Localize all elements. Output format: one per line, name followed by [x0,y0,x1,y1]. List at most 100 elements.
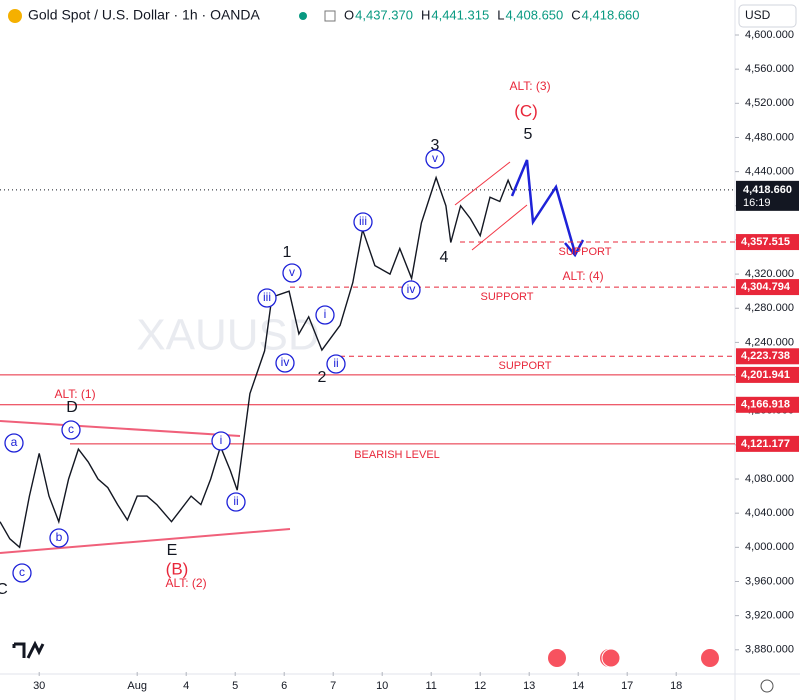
level-tag [736,234,799,251]
ohlc-key: H [421,7,430,22]
level-tag [736,348,799,365]
wave-label: i [324,307,327,321]
channel-line [471,204,528,251]
ohlc-key: O [344,7,354,22]
ohlc-value: 4,408.650 [505,7,563,22]
level-tag [736,435,799,452]
y-tick-label: 4,240.000 [745,336,794,348]
wave-label: (B) [166,559,189,578]
triangle-line [0,420,241,437]
wave-label: i [220,433,223,447]
wave-label: c [19,565,25,579]
wave-label: v [289,265,295,279]
wave-circle [275,353,295,373]
watermark: XAUUSD [136,311,319,360]
wave-circle [257,288,277,308]
ohlc-key: C [571,7,580,22]
wave-circle [211,431,231,451]
wave-label: C [0,581,8,598]
last-price-tag [736,180,799,211]
level-label: 4,304.794 [741,281,791,293]
wave-label: v [432,151,438,165]
event-icon[interactable] [701,649,719,667]
x-tick-label: 4 [183,680,189,692]
x-tick-label: 6 [281,680,287,692]
icon[interactable] [324,10,336,22]
x-tick-label: 12 [474,680,486,692]
chart-title: Gold Spot / U.S. Dollar · 1h · OANDA [28,7,261,23]
level-tag [736,279,799,296]
wave-label: 3 [431,137,440,154]
x-tick-label: 14 [572,680,584,692]
projection-path [510,159,577,254]
y-tick-label: 3,880.000 [745,644,794,656]
y-tick-label: 4,480.000 [745,131,794,143]
wave-label: iv [281,355,290,369]
y-tick-label: 4,040.000 [745,507,794,519]
wave-label: ALT: (1) [54,387,95,401]
wave-label: 4 [440,249,449,266]
wave-label: E [167,542,178,559]
level-label: 4,223.738 [741,350,790,362]
wave-label: ALT: (3) [509,79,550,93]
triangle-line [0,528,291,554]
x-tick-label: 7 [330,680,336,692]
event-icons [548,648,719,668]
y-tick-label: 4,080.000 [745,473,794,485]
x-tick-label: Aug [127,680,147,692]
ohlc: O 4,437.370 H 4,441.315 L 4,408.650 C 4,418.660 [344,7,640,22]
ohlc-value: 4,437.370 [355,7,413,22]
x-tick-label: 11 [425,680,436,692]
wave-circle [61,420,81,440]
wave-circle [401,280,421,300]
wave-label: 5 [524,126,533,143]
wave-circle [282,263,302,283]
countdown: 16:19 [743,197,771,209]
x-tick-label: 18 [670,680,682,692]
wave-label: ii [233,494,238,508]
wave-label: a [11,435,18,449]
ohlc-value: 4,441.315 [431,7,489,22]
currency[interactable]: USD [745,8,771,22]
symbol-icon [8,9,22,23]
none [516,172,526,218]
status-dot [299,12,307,20]
x-tick-label: 10 [376,680,388,692]
currency-button[interactable] [738,4,797,28]
last-price-label: 4,418.660 [743,184,792,196]
wave-circle [326,354,346,374]
wave-circle [315,305,335,325]
y-tick-label: 4,560.000 [745,63,794,75]
wave-label: SUPPORT [481,291,534,303]
y-tick-label: 4,280.000 [745,302,794,314]
wave-circle [49,528,69,548]
event-icon[interactable] [548,649,566,667]
wave-circle [425,149,445,169]
wave-circle [226,492,246,512]
projection-arrow [564,239,585,258]
wave-label: b [56,530,63,544]
channel-line [454,161,511,206]
ohlc-key: L [497,7,504,22]
wave-circle [353,212,373,232]
wave-label: ALT: (2) [165,576,206,590]
ohlc-value: 4,418.660 [582,7,640,22]
level-label: 4,121.177 [741,438,790,450]
wave-label: 2 [318,369,327,386]
wave-label: iii [359,214,367,228]
wave-circle [4,433,24,453]
y-tick-label: 4,440.000 [745,166,794,178]
event-icon[interactable] [601,648,621,668]
wave-label: iii [263,290,271,304]
level-label: 4,201.941 [741,369,790,381]
wave-label: (C) [514,101,538,120]
wave-label: ii [333,356,338,370]
settings-icon[interactable] [760,679,774,693]
wave-label: SUPPORT [559,246,612,258]
level-label: 4,357.515 [741,236,790,248]
wave-label: c [68,422,74,436]
wave-label: 1 [283,244,292,261]
logo[interactable] [12,640,45,659]
